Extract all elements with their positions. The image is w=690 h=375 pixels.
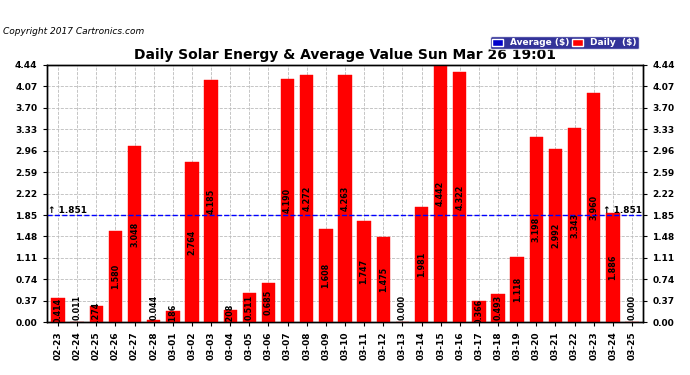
Text: 3.048: 3.048 xyxy=(130,221,139,246)
Bar xyxy=(511,257,524,322)
Text: ↑ 1.851: ↑ 1.851 xyxy=(48,206,88,215)
Bar xyxy=(319,229,333,322)
Bar xyxy=(549,149,562,322)
Text: 4.322: 4.322 xyxy=(455,184,464,210)
Text: 1.981: 1.981 xyxy=(417,252,426,278)
Text: 1.886: 1.886 xyxy=(609,255,618,280)
Bar xyxy=(606,213,620,322)
Text: 2.764: 2.764 xyxy=(188,230,197,255)
Text: 0.000: 0.000 xyxy=(627,296,636,321)
Text: 4.272: 4.272 xyxy=(302,186,311,211)
Bar xyxy=(281,80,295,322)
Bar xyxy=(587,93,600,322)
Bar xyxy=(472,301,486,322)
Text: 1.580: 1.580 xyxy=(111,264,120,289)
Text: 1.608: 1.608 xyxy=(322,263,331,288)
Text: 4.185: 4.185 xyxy=(206,188,215,214)
Text: 4.190: 4.190 xyxy=(283,188,292,213)
Text: 0.414: 0.414 xyxy=(54,298,63,323)
Text: 0.044: 0.044 xyxy=(149,296,158,321)
Bar xyxy=(434,65,447,322)
Bar xyxy=(128,146,141,322)
Text: 4.263: 4.263 xyxy=(340,186,350,211)
Text: 4.442: 4.442 xyxy=(436,181,445,206)
Bar xyxy=(415,207,428,322)
Text: 0.274: 0.274 xyxy=(92,302,101,327)
Text: 3.960: 3.960 xyxy=(589,195,598,220)
Text: 0.000: 0.000 xyxy=(398,296,407,321)
Bar xyxy=(204,80,218,322)
Text: 0.208: 0.208 xyxy=(226,303,235,329)
Text: 0.493: 0.493 xyxy=(493,296,502,321)
Text: ↑ 1.851: ↑ 1.851 xyxy=(602,206,642,215)
Bar xyxy=(109,231,122,322)
Bar xyxy=(300,75,313,322)
Text: 0.186: 0.186 xyxy=(168,304,177,330)
Bar xyxy=(338,75,352,322)
Text: 3.343: 3.343 xyxy=(570,213,579,238)
Bar xyxy=(377,237,390,322)
Text: 0.011: 0.011 xyxy=(72,296,81,321)
Bar xyxy=(147,320,160,322)
Legend: Average ($), Daily  ($): Average ($), Daily ($) xyxy=(490,36,639,50)
Bar xyxy=(166,312,179,322)
Bar xyxy=(357,221,371,322)
Text: 0.366: 0.366 xyxy=(475,299,484,324)
Text: Copyright 2017 Cartronics.com: Copyright 2017 Cartronics.com xyxy=(3,27,145,36)
Bar xyxy=(568,129,581,322)
Bar xyxy=(453,72,466,322)
Bar xyxy=(90,306,103,322)
Bar xyxy=(185,162,199,322)
Bar xyxy=(491,294,505,322)
Bar xyxy=(51,298,65,322)
Text: 2.992: 2.992 xyxy=(551,223,560,248)
Bar xyxy=(243,292,256,322)
Text: 0.685: 0.685 xyxy=(264,290,273,315)
Text: 3.198: 3.198 xyxy=(532,217,541,242)
Bar xyxy=(530,137,543,322)
Text: 1.475: 1.475 xyxy=(379,267,388,292)
Bar xyxy=(224,310,237,322)
Text: 1.747: 1.747 xyxy=(359,259,368,284)
Text: 1.118: 1.118 xyxy=(513,277,522,303)
Bar xyxy=(262,282,275,322)
Text: 0.511: 0.511 xyxy=(245,295,254,320)
Title: Daily Solar Energy & Average Value Sun Mar 26 19:01: Daily Solar Energy & Average Value Sun M… xyxy=(134,48,556,62)
